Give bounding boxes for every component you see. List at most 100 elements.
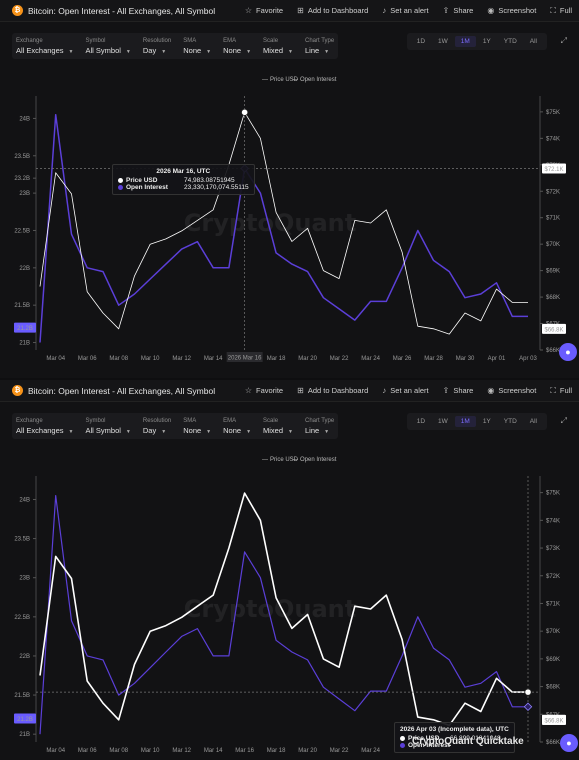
x-tick-label: Mar 18: [267, 356, 286, 362]
dashboard-icon: ⊞: [297, 6, 304, 15]
range-all[interactable]: All: [529, 418, 537, 425]
caret-down-icon: ▼: [161, 428, 167, 435]
x-tick-label: Mar 12: [172, 748, 191, 754]
fullscreen-icon: ⛶: [550, 385, 556, 395]
exchange-select[interactable]: Exchange All Exchanges ▼: [16, 37, 74, 55]
sma-select[interactable]: SMA None ▼: [183, 417, 212, 435]
chat-button[interactable]: ●: [559, 343, 577, 361]
legend-oi-swatch: —: [292, 77, 298, 83]
legend-price-swatch: —: [262, 457, 268, 463]
set-alert-button[interactable]: ♪ Set an alert: [382, 6, 429, 15]
share-button[interactable]: ⇪ Share: [442, 386, 474, 395]
x-tick-label: Mar 14: [204, 356, 223, 362]
ema-select[interactable]: EMA None ▼: [223, 417, 252, 435]
favorite-button[interactable]: ☆ Favorite: [244, 386, 284, 395]
screenshot-button[interactable]: ◉ Screenshot: [487, 6, 537, 15]
range-ytd[interactable]: YTD: [503, 418, 517, 425]
range-1d[interactable]: 1D: [416, 38, 426, 45]
chart-controls: Exchange All Exchanges ▼ Symbol All Symbol ▼…: [12, 33, 339, 59]
left-tick-label: 21.5B: [14, 303, 30, 309]
chat-button[interactable]: ●: [560, 734, 578, 752]
add-dashboard-button[interactable]: ⊞ Add to Dashboard: [297, 386, 369, 395]
range-1y[interactable]: 1Y: [482, 418, 491, 425]
ema-select[interactable]: EMA None ▼: [223, 37, 252, 55]
resolution-select[interactable]: Resolution Day ▼: [142, 37, 172, 55]
full-button[interactable]: ⛶ Full: [550, 385, 572, 396]
expand-icon[interactable]: ⤢: [560, 36, 567, 45]
crosshair-date-label: 2026 Mar 16: [228, 356, 262, 362]
favorite-button[interactable]: ☆ Favorite: [244, 6, 284, 15]
legend-oi: Open Interest: [300, 457, 337, 463]
chart-type-select[interactable]: Chart Type Line ▼: [304, 417, 335, 435]
caret-down-icon: ▼: [288, 48, 293, 55]
left-tick-label: 22B: [19, 654, 30, 660]
price-marker: [241, 108, 249, 116]
chart-type-select[interactable]: Chart Type Line ▼: [304, 37, 335, 55]
tooltip-price-value: 66,899.01841048: [450, 735, 501, 742]
set-alert-button[interactable]: ♪ Set an alert: [382, 386, 429, 395]
symbol-select[interactable]: Symbol All Symbol ▼: [85, 417, 131, 435]
chart-2: — Price USD— Open InterestCryptoQuant21B21…: [14, 457, 566, 754]
sma-select[interactable]: SMA None ▼: [183, 37, 212, 55]
caret-down-icon: ▼: [125, 428, 131, 435]
left-highlight-label: 21.2B: [17, 326, 33, 332]
full-button[interactable]: ⛶ Full: [550, 5, 572, 16]
x-tick-label: Mar 04: [46, 356, 65, 362]
expand-icon[interactable]: ⤢: [560, 416, 567, 425]
tooltip-price-label: Price USD: [126, 177, 158, 184]
caret-down-icon: ▼: [246, 428, 252, 435]
left-tick-label: 21B: [19, 341, 30, 347]
screenshot-button[interactable]: ◉ Screenshot: [487, 386, 537, 395]
range-1w[interactable]: 1W: [438, 38, 448, 45]
scale-select[interactable]: Scale Mixed ▼: [263, 37, 293, 55]
x-tick-label: Mar 26: [393, 356, 412, 362]
star-icon: ☆: [244, 386, 253, 395]
page-title: Bitcoin: Open Interest - All Exchanges, …: [28, 5, 216, 16]
exchange-select[interactable]: Exchange All Exchanges ▼: [16, 417, 74, 435]
scale-select[interactable]: Scale Mixed ▼: [263, 417, 293, 435]
right-tick-label: $73K: [546, 546, 560, 552]
range-all[interactable]: All: [529, 38, 537, 45]
range-1m[interactable]: 1M: [454, 416, 476, 427]
watermark-cryptoquant: CryptoQuant: [184, 595, 356, 623]
left-tick-label: 23.2B: [14, 176, 30, 182]
right-value-label: $66.8K: [544, 327, 563, 333]
x-tick-label: Mar 06: [78, 356, 97, 362]
legend-price-swatch: —: [262, 77, 268, 83]
right-tick-label: $72K: [546, 574, 560, 580]
range-selector: 1D 1W 1M 1Y YTD All: [406, 413, 547, 430]
x-tick-label: Mar 28: [424, 356, 443, 362]
watermark-cryptoquant: CryptoQuant: [184, 209, 356, 237]
x-tick-label: Mar 24: [361, 356, 380, 362]
add-dashboard-button[interactable]: ⊞ Add to Dashboard: [297, 6, 369, 15]
oi-marker: [523, 702, 533, 712]
right-tick-label: $66K: [546, 348, 560, 354]
x-tick-label: Mar 08: [109, 748, 128, 754]
tooltip-bottom: 2026 Apr 03 (Incomplete data), UTC Price…: [394, 722, 515, 753]
chat-icon: ●: [566, 738, 572, 748]
price-line: [39, 111, 528, 335]
open-interest-line: [39, 113, 528, 343]
resolution-select[interactable]: Resolution Day ▼: [142, 417, 172, 435]
x-tick-label: Mar 08: [109, 356, 128, 362]
range-1m[interactable]: 1M: [454, 36, 476, 47]
share-button[interactable]: ⇪ Share: [442, 6, 474, 15]
right-tick-label: $66K: [546, 740, 560, 746]
x-tick-label: Mar 04: [46, 748, 65, 754]
x-tick-label: Mar 14: [204, 748, 223, 754]
caret-down-icon: ▼: [206, 48, 212, 55]
bitcoin-icon: ₿: [12, 5, 23, 16]
range-ytd[interactable]: YTD: [503, 38, 517, 45]
range-1d[interactable]: 1D: [416, 418, 426, 425]
right-value-label: $66.8K: [544, 718, 563, 724]
right-value-badge: [542, 163, 566, 174]
range-1w[interactable]: 1W: [438, 418, 448, 425]
left-tick-label: 23.5B: [14, 537, 30, 543]
range-1y[interactable]: 1Y: [482, 38, 491, 45]
tooltip-oi-label: Open Interest: [408, 742, 450, 749]
symbol-select[interactable]: Symbol All Symbol ▼: [85, 37, 131, 55]
right-tick-label: $72K: [546, 189, 560, 195]
right-tick-label: $68K: [546, 685, 560, 691]
camera-icon: ◉: [487, 386, 495, 395]
bell-icon: ♪: [382, 6, 387, 15]
